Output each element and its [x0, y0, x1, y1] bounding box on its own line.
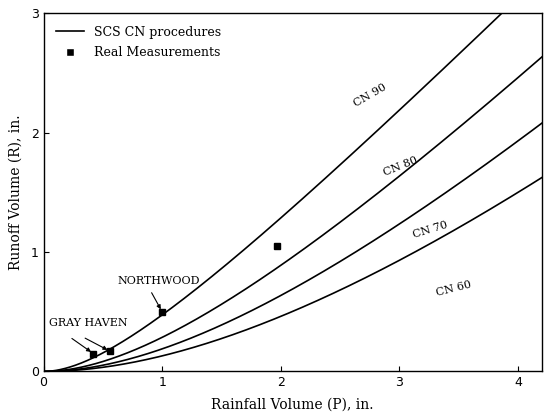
Legend: SCS CN procedures, Real Measurements: SCS CN procedures, Real Measurements: [50, 20, 227, 66]
Text: CN 70: CN 70: [411, 220, 448, 240]
Text: GRAY HAVEN: GRAY HAVEN: [50, 318, 128, 328]
Text: CN 90: CN 90: [352, 82, 388, 109]
Text: NORTHWOOD: NORTHWOOD: [117, 276, 200, 286]
Text: CN 60: CN 60: [435, 279, 472, 297]
X-axis label: Rainfall Volume (P), in.: Rainfall Volume (P), in.: [211, 398, 374, 412]
Y-axis label: Runoff Volume (R), in.: Runoff Volume (R), in.: [8, 115, 23, 270]
Text: CN 80: CN 80: [382, 155, 419, 178]
